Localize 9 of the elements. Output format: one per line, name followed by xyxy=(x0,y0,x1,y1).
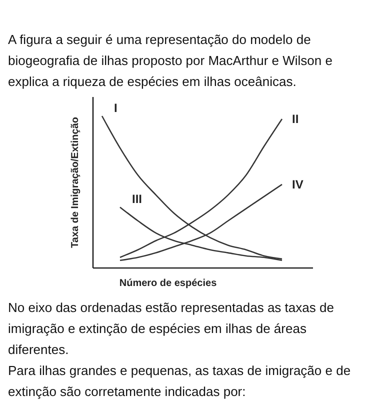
text: Para ilhas grandes e pequenas, as taxas de imigração e de extinção são corretamente indicadas por: xyxy=(8,363,351,399)
series-label: IV xyxy=(292,177,304,192)
x-axis-title: Número de espécies xyxy=(119,278,218,289)
series-label: III xyxy=(132,192,142,206)
series-label: II xyxy=(292,112,299,126)
text: No eixo das ordenadas estão representadas as taxas de imigração e extinção de espécies em ilhas de áreas diferentes. xyxy=(8,300,334,357)
chart-title: A figura a seguir é uma representação do modelo de biogeografia de ilhas proposto por MacArthur e Wilson e explica a riqueza de espécies em ilhas oceânicas. xyxy=(8,32,332,89)
series-label: I xyxy=(114,101,118,115)
y-axis-title: Taxa de Imigração/Extinção xyxy=(70,117,81,248)
